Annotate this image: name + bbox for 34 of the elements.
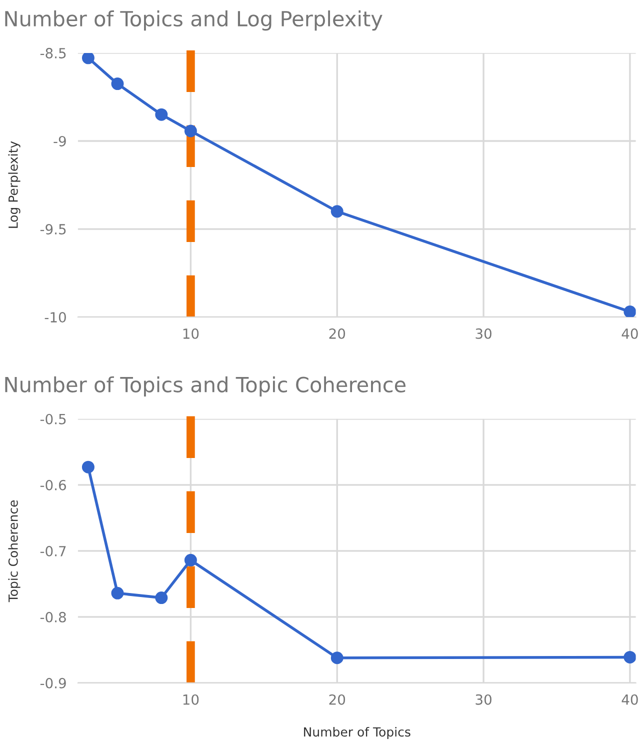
y-tick-label: -9 — [54, 136, 66, 146]
point — [184, 124, 197, 138]
point — [111, 586, 124, 600]
x-tick-label: 40 — [622, 694, 638, 705]
point — [82, 460, 94, 474]
point — [82, 52, 94, 64]
x-tick-label: 40 — [622, 328, 638, 339]
point — [624, 306, 636, 318]
chart-title: Number of Topics and Topic Coherence — [5, 376, 406, 396]
chart-title: Number of Topics and Log Perplexity — [5, 10, 382, 31]
point — [155, 108, 168, 121]
x-axis-title: Number of Topics — [304, 726, 410, 740]
y-tick-label: -0.5 — [40, 414, 66, 424]
point — [184, 554, 197, 566]
x-tick-label: 10 — [183, 694, 199, 705]
y-axis-title: Topic Coherence — [8, 500, 20, 602]
x-tick-label: 30 — [476, 694, 492, 705]
x-tick-label: 30 — [476, 328, 492, 339]
point — [330, 652, 344, 664]
y-tick-label: -0.7 — [40, 546, 66, 556]
y-tick-label: -0.9 — [40, 678, 66, 688]
y-tick-label: -10 — [44, 312, 66, 323]
y-tick-label: -9.5 — [40, 224, 66, 234]
x-tick-label: 20 — [329, 328, 346, 339]
y-axis-title: Log Perplexity — [8, 141, 20, 228]
point — [624, 650, 636, 664]
x-tick-label: 10 — [183, 328, 199, 339]
y-tick-label: -0.6 — [40, 480, 66, 490]
point — [330, 205, 344, 218]
x-tick-label: 20 — [329, 694, 346, 705]
point — [111, 78, 124, 90]
y-tick-label: -8.5 — [40, 48, 66, 58]
point — [155, 592, 168, 604]
y-tick-label: -0.8 — [40, 612, 66, 622]
